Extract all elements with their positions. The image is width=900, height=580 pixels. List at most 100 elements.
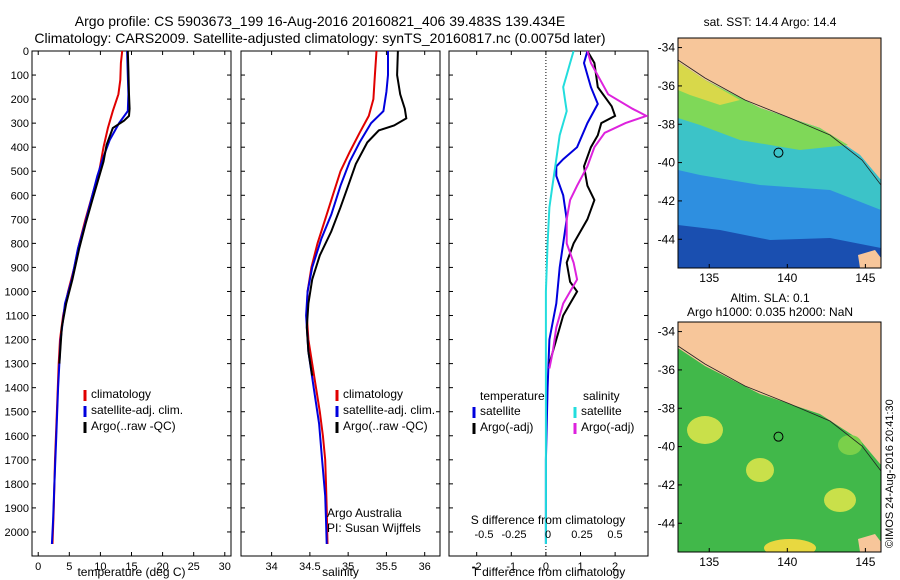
figure-title-line1: Argo profile: CS 5903673_199 16-Aug-2016… bbox=[74, 13, 566, 29]
sla-map-frame bbox=[677, 321, 882, 553]
sst-map-tasmania bbox=[858, 250, 881, 268]
panel-sal-xtick-label: 34.5 bbox=[299, 561, 320, 573]
panel-temp-xtick-label: 20 bbox=[156, 561, 168, 573]
sla-map-title2: Argo h1000: 0.035 h2000: NaN bbox=[687, 305, 853, 319]
sst-map-ocean-warm bbox=[678, 62, 848, 150]
series-argo-raw-qc- bbox=[58, 51, 131, 364]
sla-map-tasmania bbox=[858, 534, 881, 552]
map-ytick-label: -42 bbox=[658, 194, 676, 208]
map-xtick-label: 135 bbox=[699, 271, 719, 285]
map-ytick-label: -36 bbox=[658, 363, 676, 377]
sla-anomaly-2 bbox=[746, 458, 774, 482]
sla-anomaly-1 bbox=[687, 416, 723, 444]
legend-label: satellite-adj. clim. bbox=[343, 403, 435, 417]
depth-tick-label: 900 bbox=[11, 262, 29, 274]
depth-tick-label: 1000 bbox=[5, 286, 29, 298]
depth-tick-label: 200 bbox=[11, 94, 29, 106]
panel-diff-xtick-label: 0 bbox=[543, 561, 549, 573]
depth-tick-label: 1300 bbox=[5, 359, 29, 371]
legend-label: satellite-adj. clim. bbox=[91, 403, 183, 417]
salinity-diff-tick-label: 0.25 bbox=[571, 529, 592, 541]
map-xtick-label: 140 bbox=[777, 555, 797, 569]
depth-tick-label: 800 bbox=[11, 238, 29, 250]
argo-australia-annotation: Argo Australia bbox=[327, 506, 402, 520]
panel-sal-frame bbox=[240, 50, 441, 557]
panel-sal-xtick-label: 36 bbox=[419, 561, 431, 573]
salinity-diff-tick-label: -0.5 bbox=[475, 529, 494, 541]
depth-tick-label: 1600 bbox=[5, 431, 29, 443]
sst-map-ocean-warmest bbox=[678, 62, 740, 105]
salinity-diff-tick-label: 0 bbox=[545, 529, 551, 541]
panel-temp-xtick-label: 15 bbox=[125, 561, 137, 573]
legend-label: Argo(-adj) bbox=[480, 420, 533, 434]
sla-map bbox=[677, 321, 882, 553]
map-ytick-label: -34 bbox=[658, 41, 676, 55]
salinity-diff-tick-label: 0.5 bbox=[607, 529, 622, 541]
panel-diff-xtick-label: 1 bbox=[577, 561, 583, 573]
series-salinity-argo-adj- bbox=[548, 51, 648, 369]
map-ytick-label: -38 bbox=[658, 117, 676, 131]
map-ytick-label: -38 bbox=[658, 401, 676, 415]
depth-tick-label: 1400 bbox=[5, 383, 29, 395]
map-ytick-label: -34 bbox=[658, 325, 676, 339]
series-temperature-argo-adj- bbox=[548, 51, 617, 364]
depth-tick-label: 1800 bbox=[5, 479, 29, 491]
depth-tick-label: 600 bbox=[11, 190, 29, 202]
map-xtick-label: 145 bbox=[855, 555, 875, 569]
map-xtick-label: 145 bbox=[855, 271, 875, 285]
map-ytick-label: -44 bbox=[658, 516, 676, 530]
sla-anomaly-4 bbox=[764, 539, 816, 552]
panel-temp-xlabel: temperature (deg C) bbox=[77, 565, 185, 579]
series-climatology bbox=[51, 51, 124, 545]
sla-anomaly-3 bbox=[824, 488, 856, 512]
panel-temp-xtick-label: 5 bbox=[66, 561, 72, 573]
series-temperature-satellite bbox=[544, 51, 599, 544]
map-xtick-label: 135 bbox=[699, 555, 719, 569]
sst-argo-marker bbox=[773, 147, 784, 158]
legend-label: satellite bbox=[581, 404, 622, 418]
pi-annotation: PI: Susan Wijffels bbox=[327, 521, 421, 535]
depth-tick-label: 1700 bbox=[5, 455, 29, 467]
depth-tick-label: 1200 bbox=[5, 335, 29, 347]
sst-map-frame bbox=[677, 37, 882, 269]
panel-temp-frame bbox=[31, 50, 232, 557]
panel-diff-xtick-label: -2 bbox=[472, 561, 482, 573]
sst-map-shelf-contour bbox=[678, 59, 881, 186]
legend-label: satellite bbox=[480, 404, 521, 418]
sst-map-ocean-coldest bbox=[678, 225, 881, 268]
legend-label: Argo(-adj) bbox=[581, 420, 634, 434]
panel-temp-series-group bbox=[50, 51, 131, 545]
map-ytick-label: -44 bbox=[658, 232, 676, 246]
depth-tick-label: 1500 bbox=[5, 407, 29, 419]
series-argo-raw-qc- bbox=[305, 51, 408, 376]
depth-tick-label: 1900 bbox=[5, 503, 29, 515]
panel-temp-xtick-label: 0 bbox=[35, 561, 41, 573]
legend-salinity-title: salinity bbox=[583, 389, 620, 403]
depth-tick-label: 0 bbox=[23, 46, 29, 58]
sst-map bbox=[677, 37, 882, 269]
generated-chart-marks: 0 5 10 15 20 25 300100200300400500600700800900… bbox=[5, 15, 876, 579]
depth-tick-label: 2000 bbox=[5, 527, 29, 539]
legend-label: Argo(..raw -QC) bbox=[91, 419, 176, 433]
legend-label: climatology bbox=[343, 387, 403, 401]
map-ytick-label: -36 bbox=[658, 79, 676, 93]
depth-tick-label: 400 bbox=[11, 142, 29, 154]
salinity-diff-tick-label: -0.25 bbox=[501, 529, 526, 541]
depth-tick-label: 100 bbox=[11, 70, 29, 82]
figure-title-line2: Climatology: CARS2009. Satellite-adjuste… bbox=[34, 30, 606, 46]
series-climatology bbox=[305, 51, 378, 545]
sla-argo-marker bbox=[773, 431, 784, 442]
panel-sal-xlabel: salinity bbox=[322, 565, 359, 579]
sla-anomaly-5 bbox=[838, 435, 862, 455]
imos-credit: ©IMOS 24-Aug-2016 20:41:30 bbox=[884, 399, 896, 548]
depth-tick-label: 1100 bbox=[5, 311, 29, 323]
panel-temp-xtick-label: 25 bbox=[188, 561, 200, 573]
map-ytick-label: -40 bbox=[658, 156, 676, 170]
legend-label: climatology bbox=[91, 387, 151, 401]
series-salinity-satellite bbox=[544, 51, 575, 544]
map-xtick-label: 140 bbox=[777, 271, 797, 285]
panel-diff-xlabel: T difference from climatology bbox=[472, 565, 626, 579]
panel-sal-series-group bbox=[305, 51, 408, 545]
panel-temp-xtick-label: 10 bbox=[94, 561, 106, 573]
panel-sal-xtick-label: 34 bbox=[265, 561, 277, 573]
